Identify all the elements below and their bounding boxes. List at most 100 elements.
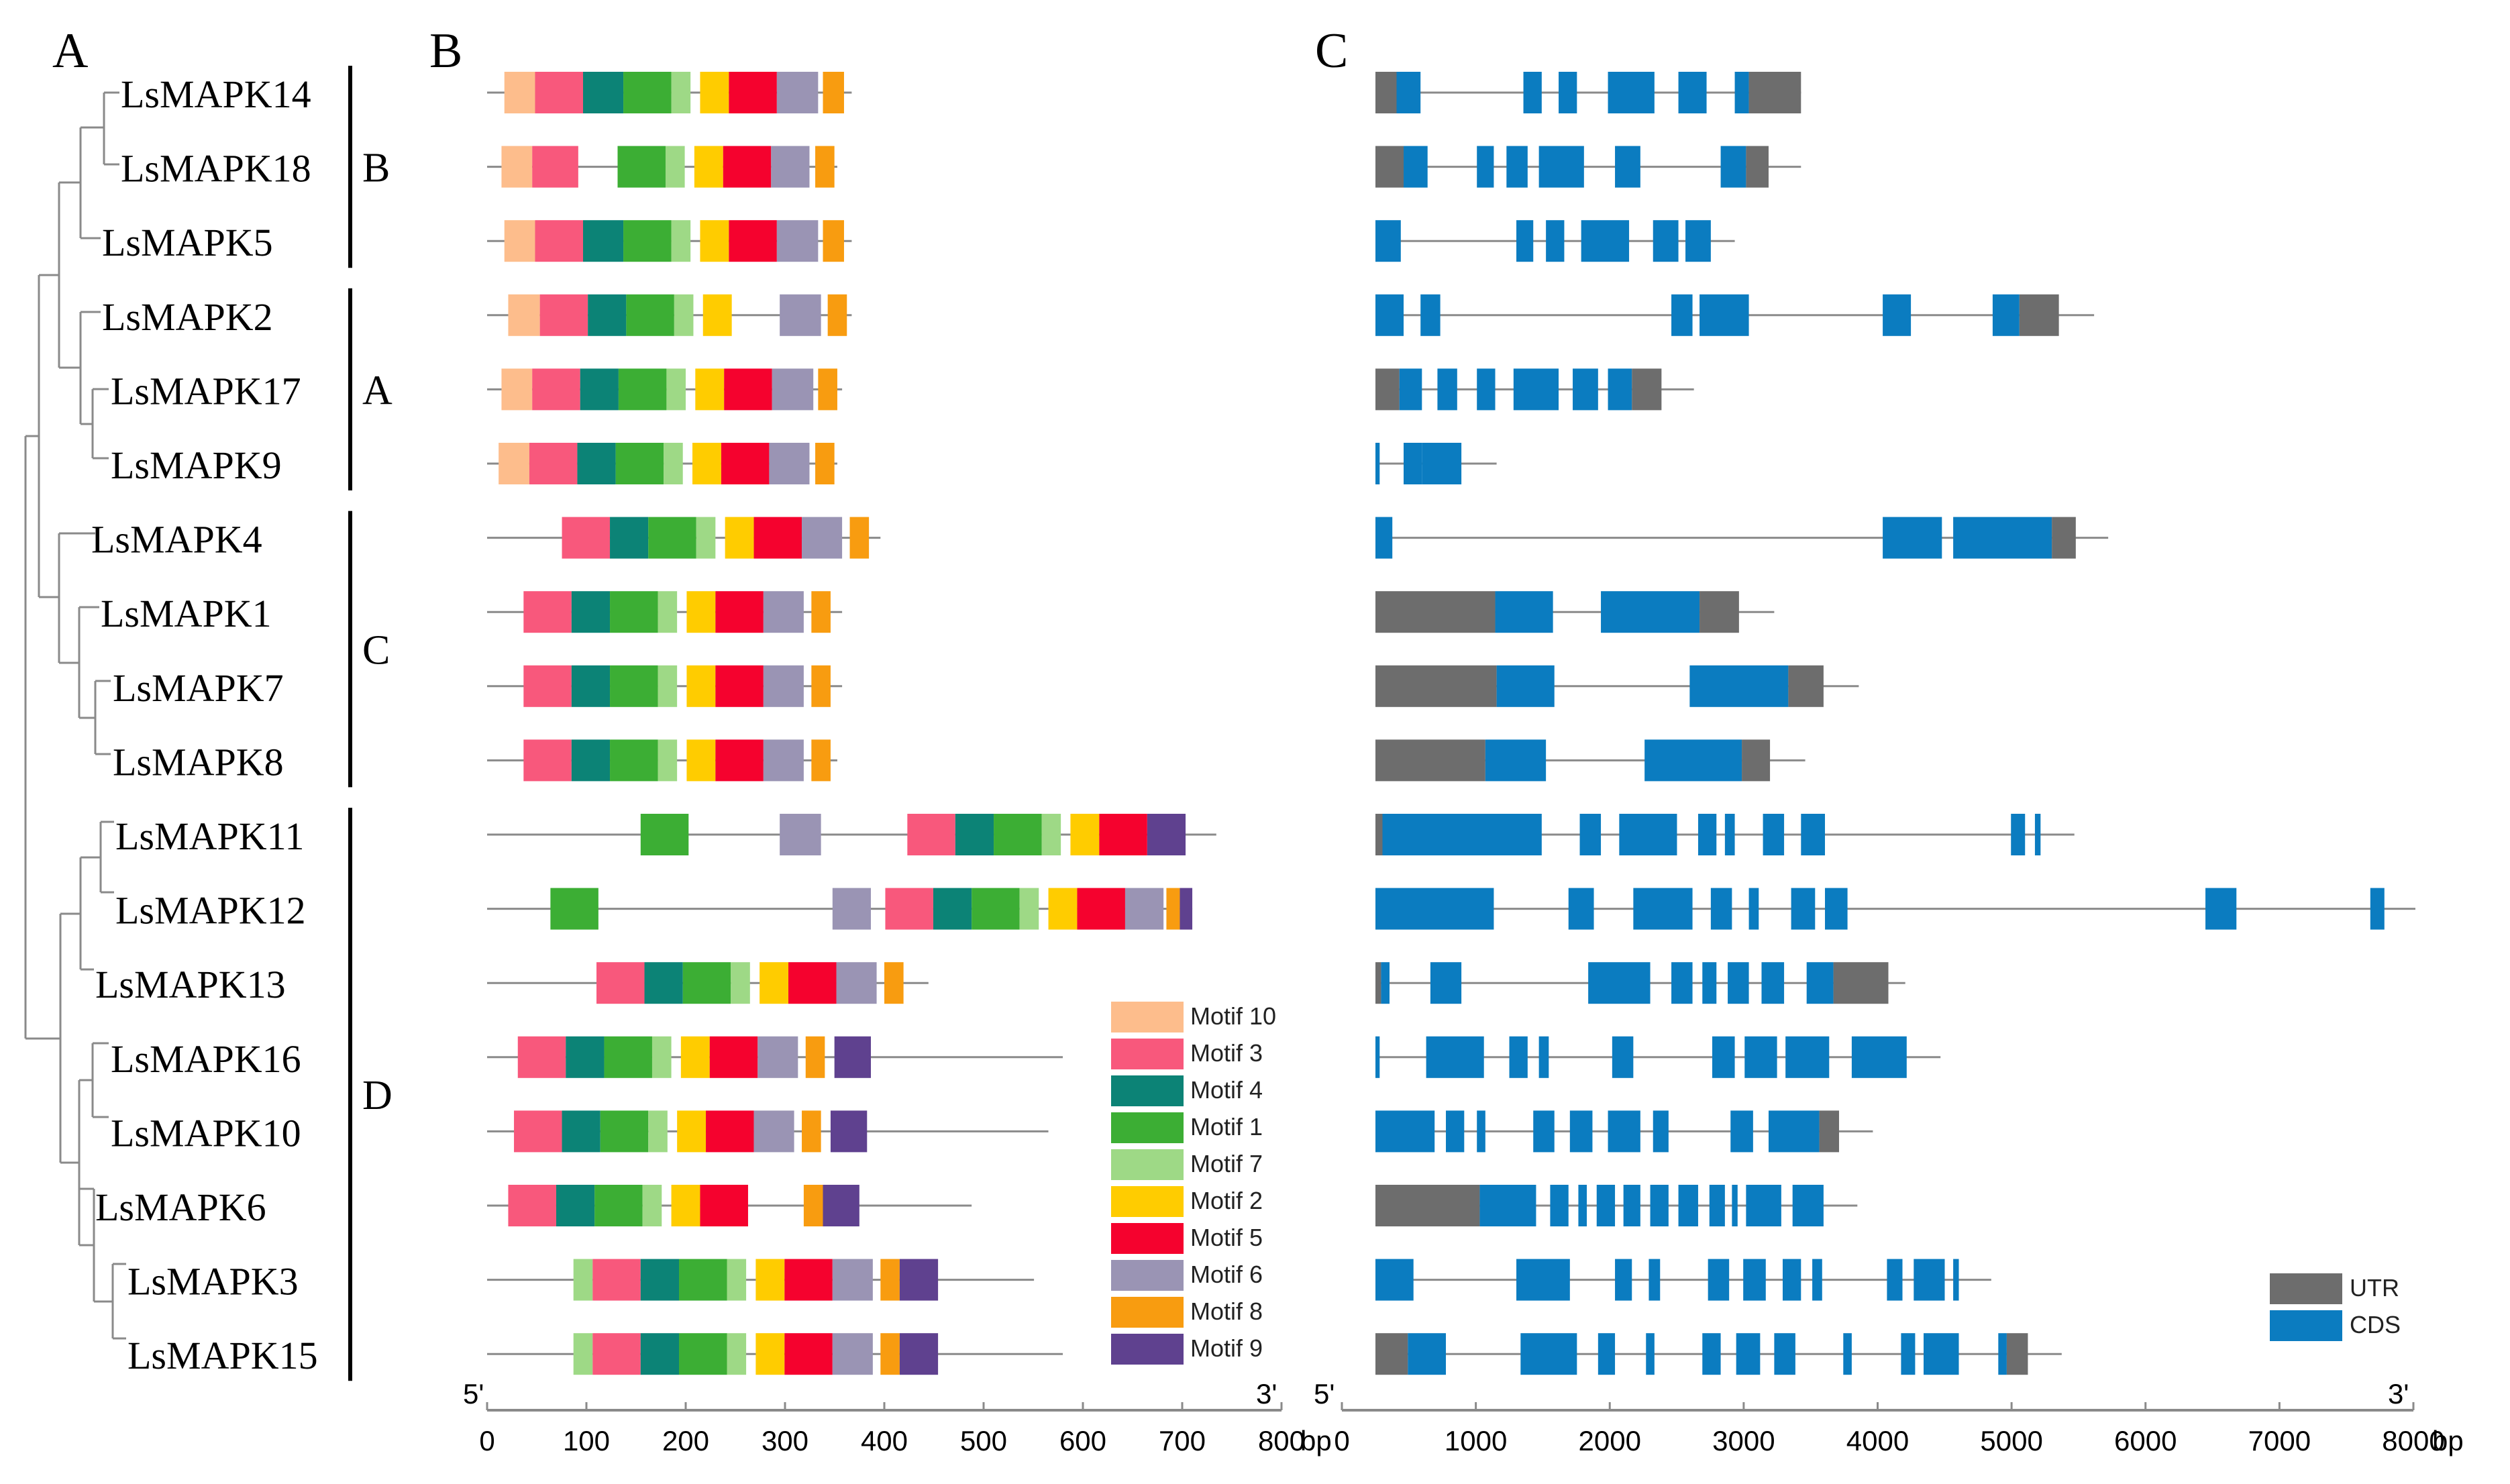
cds-block [1375,1110,1435,1153]
cds-block [1697,814,1717,855]
gene-label: LsMAPK18 [121,147,311,191]
cds-block [1998,1333,2007,1375]
group-label: C [362,628,390,674]
motif-2-box [755,1333,785,1375]
cds-block [1533,1110,1555,1153]
cds-block [1608,72,1655,113]
motif-7-box [696,517,716,559]
cds-block [1581,220,1630,262]
cds-block [1649,1259,1661,1301]
cds-block [1824,888,1848,930]
cds-block [1914,1259,1945,1301]
gene-structure-row [1375,888,2415,930]
group-brackets: B A C D [348,66,393,1381]
motif-1-box [550,888,598,930]
cds-block [2034,814,2041,855]
motif-5-box [723,146,772,188]
cds-block [1568,888,1594,930]
motif-1-box [610,739,658,782]
panel-c-label: C [1315,23,1348,78]
cds-block [1619,814,1677,855]
cds-block [1671,294,1693,336]
legend-swatch [2270,1310,2342,1341]
motif-4-box [580,368,619,411]
axis-start-label: 5' [1314,1378,1335,1410]
cds-block [1477,146,1494,188]
motif-10-box [508,294,540,336]
axis-tick-label: 800 [1258,1425,1305,1456]
motif-3-box [592,1333,641,1375]
motif-1-box [618,368,667,411]
gene-label: LsMAPK9 [111,443,282,487]
gene-label: LsMAPK15 [127,1334,318,1377]
cds-block [1728,962,1749,1004]
utr-block [1375,591,1496,633]
motif-4-box [566,1036,605,1078]
cds-block [1953,1259,1959,1301]
motif-row [487,220,852,262]
legend-label: Motif 4 [1190,1076,1263,1104]
motif-8-box [1166,888,1180,930]
motif-7-box [651,1036,672,1078]
motif-1-box [594,1185,643,1226]
axis-tick-label: 5000 [1980,1425,2042,1456]
gene-label: LsMAPK4 [91,518,262,562]
gene-structure-row [1375,814,2075,855]
cds-block [1538,1036,1549,1078]
utr-block [1375,1333,1408,1375]
legend-swatch [1111,1149,1184,1180]
cds-block [1516,1259,1570,1301]
motif-2-box [1048,888,1078,930]
motif-1-box [640,814,689,855]
motif-6-box [1125,888,1164,930]
legend-label: Motif 9 [1190,1334,1263,1362]
cds-block [1768,1110,1820,1153]
cds-block [1744,1036,1777,1078]
motif-1-box [994,814,1042,855]
motif-8-box [815,443,835,484]
utr-block [2052,517,2076,559]
motif-6-box [753,1110,794,1153]
motif-3-box [596,962,645,1004]
cds-block [1924,1333,1959,1375]
utr-block [1375,665,1497,707]
utr-block [2006,1333,2028,1375]
motif-3-box [529,443,578,484]
cds-block [1430,962,1462,1004]
cds-block [1523,72,1542,113]
gene-structure-row [1375,368,1694,411]
legend-label: Motif 7 [1190,1150,1263,1177]
motif-row [487,665,843,707]
cds-block [1887,1259,1903,1301]
utr-block [1742,739,1771,782]
phylogenetic-tree-panel: A LsMAPK14 LsMAPK18 LsMAPK5 LsMAPK2 LsMAPK17… [24,23,393,1381]
gene-structure-row [1375,72,1801,113]
cds-block [1615,146,1640,188]
axis-end-label: 3' [1256,1378,1277,1410]
motif-6-box [757,1036,798,1078]
motif-row [487,517,881,559]
gene-label: LsMAPK5 [102,221,273,264]
cds-block [1506,146,1528,188]
motif-5-box [1099,814,1147,855]
motif-3-box [562,517,611,559]
motif-3-box [539,294,588,336]
utr-block [1788,665,1824,707]
motif-6-box [802,517,843,559]
motif-2-box [755,1259,785,1301]
motif-5-box [709,1036,758,1078]
cds-block [1685,220,1711,262]
gene-structure-row [1375,220,1735,262]
motif-4-box [583,72,624,113]
legend-label: CDS [2350,1311,2401,1338]
cds-block [1646,1333,1655,1375]
axis-start-label: 5' [463,1378,484,1410]
gene-structure-row [1375,1036,1941,1078]
motif-1-box [626,294,674,336]
utr-block [1375,146,1404,188]
motif-6-box [836,962,877,1004]
cds-block [1901,1333,1916,1375]
motif-3-box [532,368,580,411]
utr-block [1748,72,1801,113]
